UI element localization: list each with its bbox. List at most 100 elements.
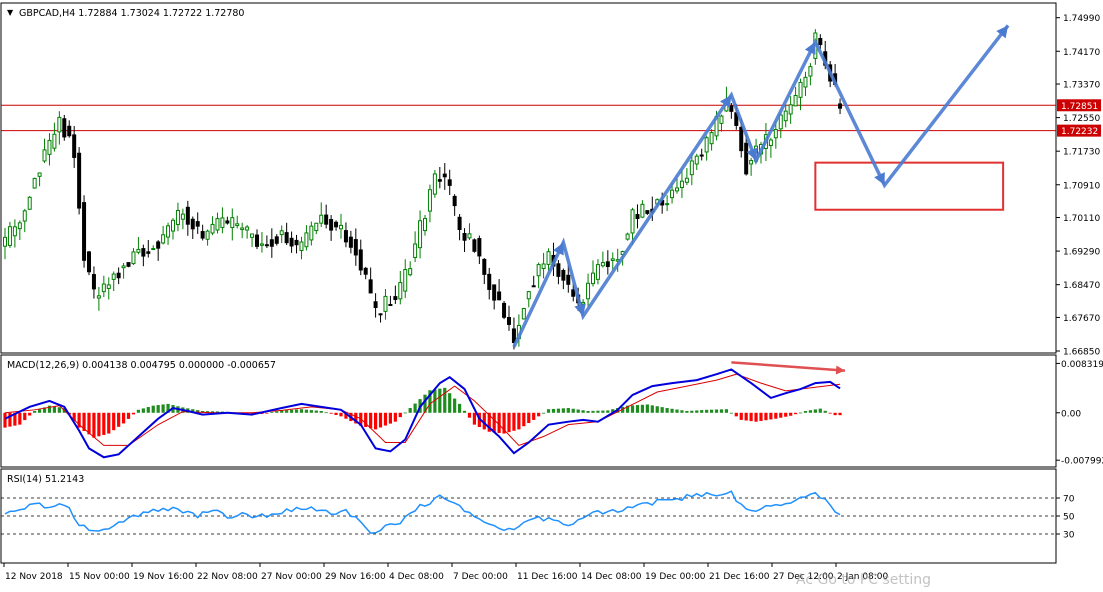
candle-body — [17, 222, 22, 230]
candle — [96, 287, 101, 311]
candle — [798, 78, 803, 111]
macd-histogram-bar — [769, 412, 773, 420]
macd-histogram-bar — [571, 408, 575, 413]
drawn-wave-path — [512, 24, 1010, 348]
candle-body — [27, 196, 32, 210]
macd-histogram-bar — [33, 411, 37, 413]
macd-histogram-bar — [77, 412, 81, 428]
candle-body — [363, 267, 368, 275]
rsi-label: RSI(14) 51.2143 — [7, 474, 84, 485]
candle-body — [141, 248, 146, 257]
candle-body — [195, 221, 200, 227]
candle-body — [210, 223, 215, 234]
candle — [773, 121, 778, 149]
macd-histogram-bar — [833, 412, 837, 416]
time-axis-label: 14 Dec 08:00 — [581, 572, 642, 582]
candle-body — [838, 103, 843, 109]
candle — [679, 169, 684, 198]
candle — [156, 240, 161, 261]
symbol-menu-icon[interactable]: ▼ — [7, 8, 14, 17]
candle — [255, 229, 259, 250]
candle-body — [497, 291, 502, 301]
macd-histogram-bar — [121, 412, 126, 424]
candle-body — [52, 133, 57, 149]
candle — [423, 214, 427, 236]
candle — [675, 178, 679, 194]
candle — [319, 202, 324, 227]
candle — [166, 222, 171, 245]
macd-histogram-bar — [576, 409, 580, 413]
candle — [704, 135, 709, 161]
candle — [82, 195, 87, 268]
price-axis-label: 1.67670 — [1063, 314, 1100, 324]
candle-body — [240, 227, 245, 231]
candle-body — [793, 95, 798, 107]
macd-histogram-bar — [57, 407, 61, 413]
time-axis-label: 15 Nov 00:00 — [69, 572, 130, 582]
candle — [220, 207, 225, 234]
candle — [610, 252, 615, 271]
time-axis-label: 19 Nov 16:00 — [133, 572, 194, 582]
candle-body — [388, 303, 393, 306]
macd-histogram-bar — [413, 403, 417, 413]
candle — [12, 219, 17, 248]
macd-histogram-bar — [47, 405, 52, 413]
candle-body — [77, 152, 82, 209]
candle — [353, 228, 358, 266]
candle — [437, 166, 442, 189]
macd-main-line — [4, 368, 841, 459]
candle — [482, 258, 487, 285]
candle — [274, 234, 279, 246]
rsi-line — [4, 490, 841, 534]
candle — [146, 239, 151, 258]
candle — [141, 244, 146, 267]
candle — [472, 238, 477, 253]
candle-body — [808, 66, 813, 77]
candle-body — [507, 317, 511, 325]
candle — [442, 163, 447, 190]
candle-body — [566, 274, 571, 285]
macd-histogram-bar — [808, 410, 813, 413]
candle — [348, 230, 353, 254]
macd-histogram-bar — [42, 407, 47, 413]
candle-body — [403, 269, 408, 292]
wave-arrowhead — [996, 25, 1009, 39]
candle — [561, 268, 566, 290]
candle-body — [684, 177, 689, 183]
candle-body — [739, 126, 744, 152]
candle-body — [640, 203, 645, 218]
candle-body — [82, 202, 87, 261]
candle — [294, 234, 299, 254]
candle — [37, 172, 42, 187]
macd-histogram-bar — [289, 409, 294, 413]
macd-histogram-bar — [166, 403, 170, 413]
candle — [67, 120, 72, 138]
candle-body — [492, 284, 497, 301]
candle-body — [749, 160, 754, 165]
macd-histogram-bar — [774, 412, 778, 419]
candle-body — [556, 263, 561, 277]
macd-histogram-bar — [131, 412, 136, 415]
candle-body — [259, 243, 264, 246]
candle-body — [348, 236, 353, 248]
candle-body — [235, 223, 240, 227]
candle — [635, 204, 640, 229]
candle — [398, 270, 403, 305]
macd-histogram-bar — [438, 388, 442, 413]
candle — [343, 222, 348, 248]
candle-body — [126, 262, 131, 267]
macd-histogram-bar — [270, 412, 274, 413]
price-axis-label: 1.66850 — [1063, 348, 1100, 358]
price-axis-label: 1.69290 — [1063, 248, 1100, 258]
candle — [289, 231, 294, 253]
candle — [566, 264, 571, 293]
candle-body — [413, 243, 418, 259]
macd-histogram-bar — [196, 410, 200, 413]
candle-body — [600, 262, 605, 267]
macd-histogram-bar — [700, 410, 704, 413]
candle — [640, 200, 645, 218]
candle — [175, 202, 180, 232]
candle — [838, 98, 843, 115]
candle — [116, 267, 121, 285]
